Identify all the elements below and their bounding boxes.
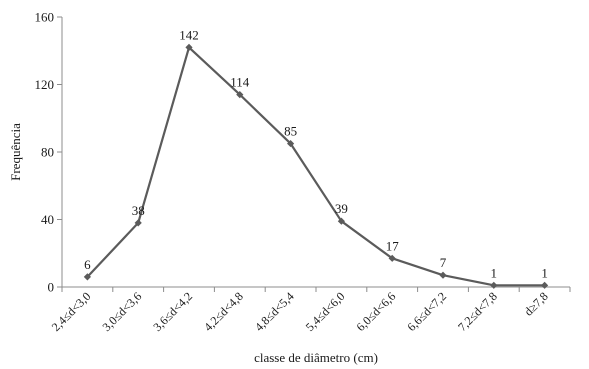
x-tick-label: 6,6≤d<7,2 — [404, 289, 449, 334]
data-label: 7 — [440, 255, 447, 270]
x-tick-label: 7,2≤d<7,8 — [455, 289, 500, 334]
data-point — [337, 217, 345, 225]
x-tick-label: d≥7,8 — [521, 289, 550, 318]
data-point — [185, 43, 193, 51]
x-tick-label: 3,6≤d<4,2 — [150, 289, 195, 334]
data-point — [83, 273, 91, 281]
x-tick-label: 5,4≤d<6,0 — [303, 289, 348, 334]
y-tick-label: 160 — [35, 10, 55, 25]
data-point — [541, 281, 549, 289]
y-tick-label: 120 — [35, 77, 55, 92]
data-label: 39 — [335, 201, 348, 216]
data-point — [388, 254, 396, 262]
x-tick-label: 4,2≤d<4,8 — [201, 289, 246, 334]
y-tick-label: 80 — [41, 145, 54, 160]
y-axis-title: Frequência — [8, 123, 23, 181]
data-label: 17 — [386, 238, 400, 253]
data-label: 114 — [230, 75, 250, 90]
x-tick-label: 6,0≤d<6,6 — [354, 289, 399, 334]
data-point — [439, 271, 447, 279]
data-label: 6 — [84, 257, 91, 272]
x-tick-label: 2,4≤d<3,0 — [49, 289, 94, 334]
x-tick-label: 4,8≤d<5,4 — [252, 289, 297, 334]
data-label: 142 — [179, 27, 199, 42]
y-tick-label: 0 — [48, 280, 55, 295]
series-line — [86, 46, 545, 287]
data-point — [236, 91, 244, 99]
data-label: 38 — [132, 203, 145, 218]
data-label: 85 — [284, 124, 297, 139]
x-tick-label: 3,0≤d<3,6 — [100, 289, 145, 334]
data-labels: 6 38 142 114 85 39 17 7 1 1 — [84, 27, 548, 280]
data-point — [134, 219, 142, 227]
data-point — [287, 139, 295, 148]
series-frequency — [83, 43, 549, 289]
x-axis-title: classe de diâmetro (cm) — [254, 350, 378, 365]
data-point — [490, 281, 498, 289]
data-label: 1 — [491, 265, 498, 280]
data-label: 1 — [541, 265, 548, 280]
y-tick-label: 40 — [41, 212, 54, 227]
